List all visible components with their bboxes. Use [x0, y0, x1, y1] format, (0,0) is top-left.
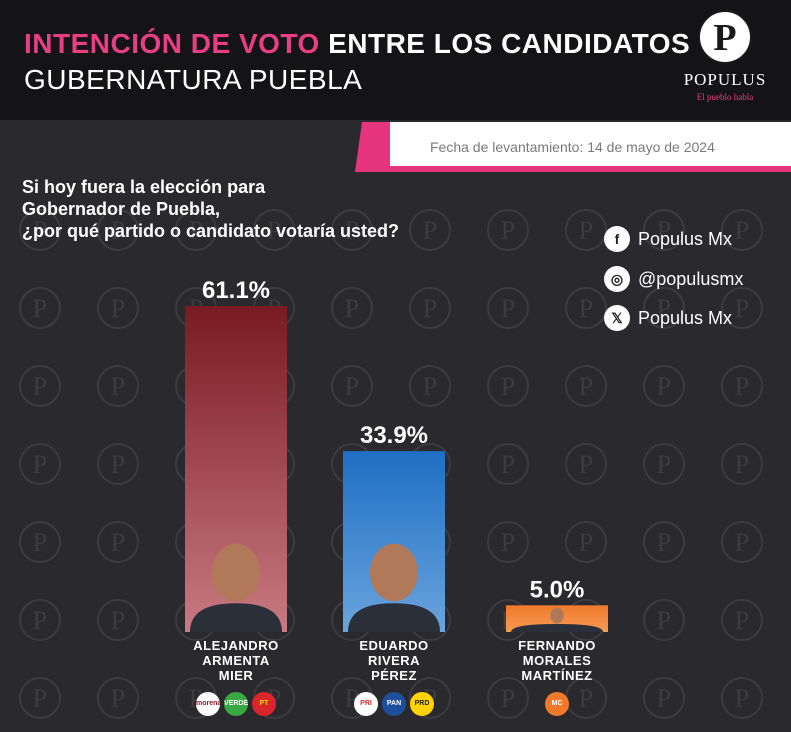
candidate-name: EDUARDO RIVERA PÉREZ — [329, 638, 459, 683]
party-logo-pan-icon: PAN — [382, 692, 406, 716]
candidate-name-line: FERNANDO — [492, 638, 622, 653]
candidate-name-line: MORALES — [492, 653, 622, 668]
candidate-name-line: ALEJANDRO — [171, 638, 301, 653]
party-logo-pri-icon: PRI — [354, 692, 378, 716]
party-logos: morena VERDE PT — [196, 692, 276, 718]
candidate-photo-head — [550, 607, 563, 623]
candidate-photo-head — [212, 544, 260, 602]
candidate-name-line: PÉREZ — [329, 668, 459, 683]
candidate-photo-head — [370, 544, 418, 602]
candidate-name-line: MARTÍNEZ — [492, 668, 622, 683]
value-label: 5.0% — [530, 576, 585, 603]
party-logo-pt-icon: PT — [252, 692, 276, 716]
candidate-name-line: EDUARDO — [329, 638, 459, 653]
candidate-name-line: ARMENTA — [171, 653, 301, 668]
party-logo-verde-icon: VERDE — [224, 692, 248, 716]
party-logo-mc-icon: MC — [545, 692, 569, 716]
party-logo-prd-icon: PRD — [410, 692, 434, 716]
candidate-name-line: RIVERA — [329, 653, 459, 668]
value-label: 61.1% — [202, 277, 270, 304]
candidate-name-line: MIER — [171, 668, 301, 683]
party-logo-morena-icon: morena — [196, 692, 220, 716]
party-logos: MC — [545, 692, 569, 718]
value-label: 33.9% — [360, 422, 428, 449]
candidate-name: ALEJANDRO ARMENTA MIER — [171, 638, 301, 683]
candidate-name: FERNANDO MORALES MARTÍNEZ — [492, 638, 622, 683]
party-logos: PRI PAN PRD — [354, 692, 434, 718]
